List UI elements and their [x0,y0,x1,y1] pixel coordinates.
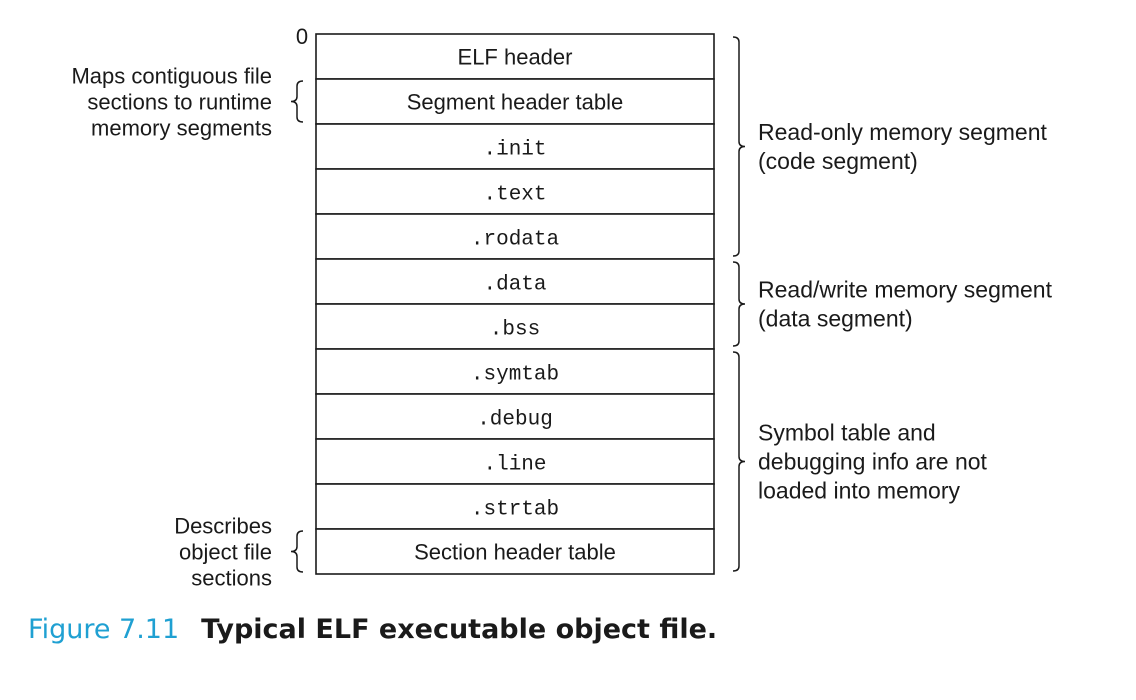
section-data: .data [315,258,715,305]
figure-title: Typical ELF executable object file. [201,614,718,645]
left-annotation-line: memory segments [91,116,272,141]
section-box [315,258,715,305]
right-brace [732,261,746,347]
section-box [315,123,715,170]
section-box [315,78,715,125]
section-section-header-table: Section header table [315,528,715,575]
right-brace [732,351,746,572]
section-label: .init [483,139,546,162]
left-annotation-line: sections to runtime [87,90,272,115]
section-segment-header-table: Segment header table [315,78,715,125]
section-label: .rodata [471,229,559,252]
section-elf-header: ELF header [315,33,715,80]
section-bss: .bss [315,303,715,350]
right-annotation-2: Read/write memory segment (data segment) [732,261,1053,347]
section-label: .bss [490,319,540,342]
right-annotation-line: (code segment) [758,148,918,174]
section-line: .line [315,438,715,485]
section-label: Segment header table [407,90,624,115]
section-label: .strtab [471,499,559,522]
section-box [315,528,715,575]
section-rodata: .rodata [315,213,715,260]
left-annotation-line: Describes [174,514,272,539]
right-annotation-line: Read-only memory segment [758,119,1048,145]
right-annotation-line: Symbol table and [758,420,936,446]
section-stack: ELF header Segment header table .init .text… [315,33,715,575]
section-label: .text [483,184,546,207]
section-label: .data [483,274,546,297]
section-box [315,168,715,215]
section-box [315,348,715,395]
right-annotations: Read-only memory segment(code segment)Re… [732,36,1053,572]
right-annotation-line: Read/write memory segment [758,277,1053,303]
left-brace [290,530,304,573]
right-annotation-1: Read-only memory segment (code segment) [732,36,1048,257]
right-annotation-3: Symbol table and debugging info are not lo… [732,351,988,572]
left-brace [290,80,304,123]
section-init: .init [315,123,715,170]
section-debug: .debug [315,393,715,440]
section-label: ELF header [458,45,573,70]
right-annotation-line: loaded into memory [758,478,960,504]
left-annotation-line: Maps contiguous file [71,64,272,89]
section-text: .text [315,168,715,215]
right-annotation-line: (data segment) [758,306,913,332]
section-label: .line [483,454,546,477]
section-box [315,33,715,80]
left-annotation-line: object file [179,540,272,565]
figure-caption: Figure 7.11 Typical ELF executable object… [28,614,717,645]
left-annotation-line: sections [191,566,272,591]
section-box [315,438,715,485]
section-label: .debug [477,409,553,432]
section-strtab: .strtab [315,483,715,530]
section-label: .symtab [471,364,559,387]
right-annotation-line: debugging info are not [758,449,988,475]
section-label: Section header table [414,540,616,565]
right-brace [732,36,746,257]
section-symtab: .symtab [315,348,715,395]
origin-label: 0 [296,24,308,49]
section-box [315,483,715,530]
figure-number: Figure 7.11 [28,614,180,645]
